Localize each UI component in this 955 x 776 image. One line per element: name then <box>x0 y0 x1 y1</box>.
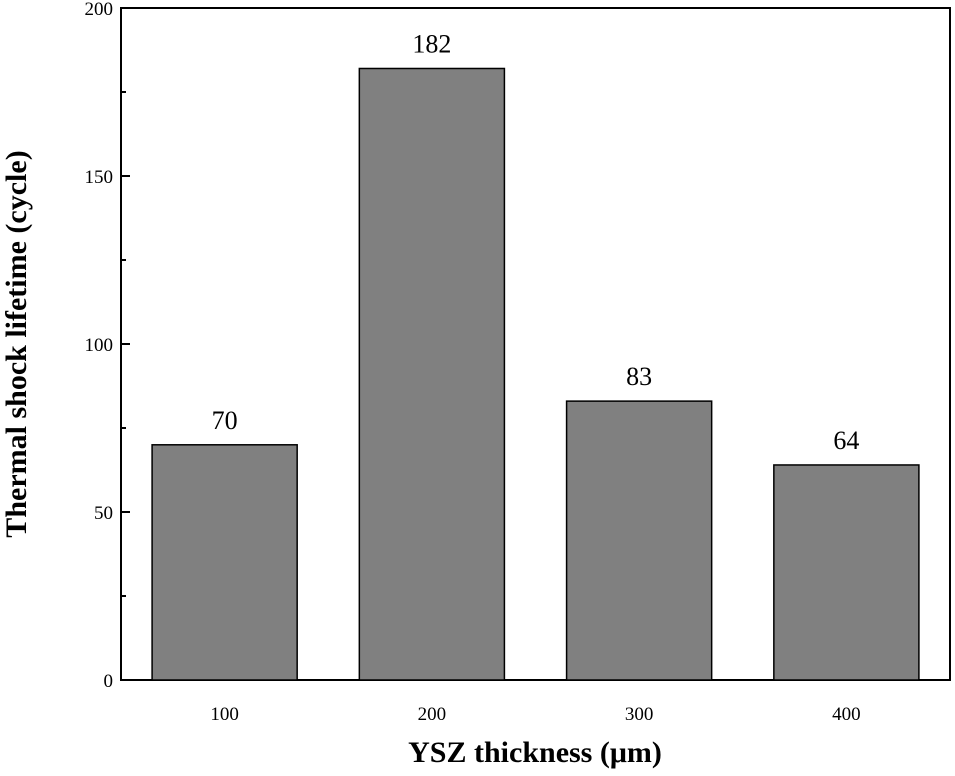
x-tick-label: 300 <box>625 704 654 725</box>
bar-data-label: 182 <box>412 29 451 58</box>
x-tick-label: 200 <box>418 704 447 725</box>
bar <box>565 400 713 681</box>
bar <box>151 444 298 681</box>
x-tick-label: 100 <box>210 704 239 725</box>
bar <box>358 67 506 681</box>
bar-data-label: 70 <box>212 406 238 435</box>
y-tick-label: 100 <box>85 335 114 356</box>
y-tick-label: 150 <box>85 167 114 188</box>
x-tick-label: 400 <box>832 704 861 725</box>
bars: 70 182 83 64 <box>151 29 920 681</box>
y-tick-label: 200 <box>85 0 114 20</box>
y-tick-label: 50 <box>94 503 113 524</box>
y-tick-label: 0 <box>104 671 114 692</box>
bar-data-label: 64 <box>833 426 859 455</box>
y-axis-ticks: 0 50 100 150 200 <box>85 0 130 692</box>
y-axis-title: Thermal shock lifetime (cycle) <box>0 150 33 537</box>
x-axis-title: YSZ thickness (μm) <box>408 736 662 769</box>
bar <box>773 464 920 681</box>
bar-data-label: 83 <box>626 362 652 391</box>
